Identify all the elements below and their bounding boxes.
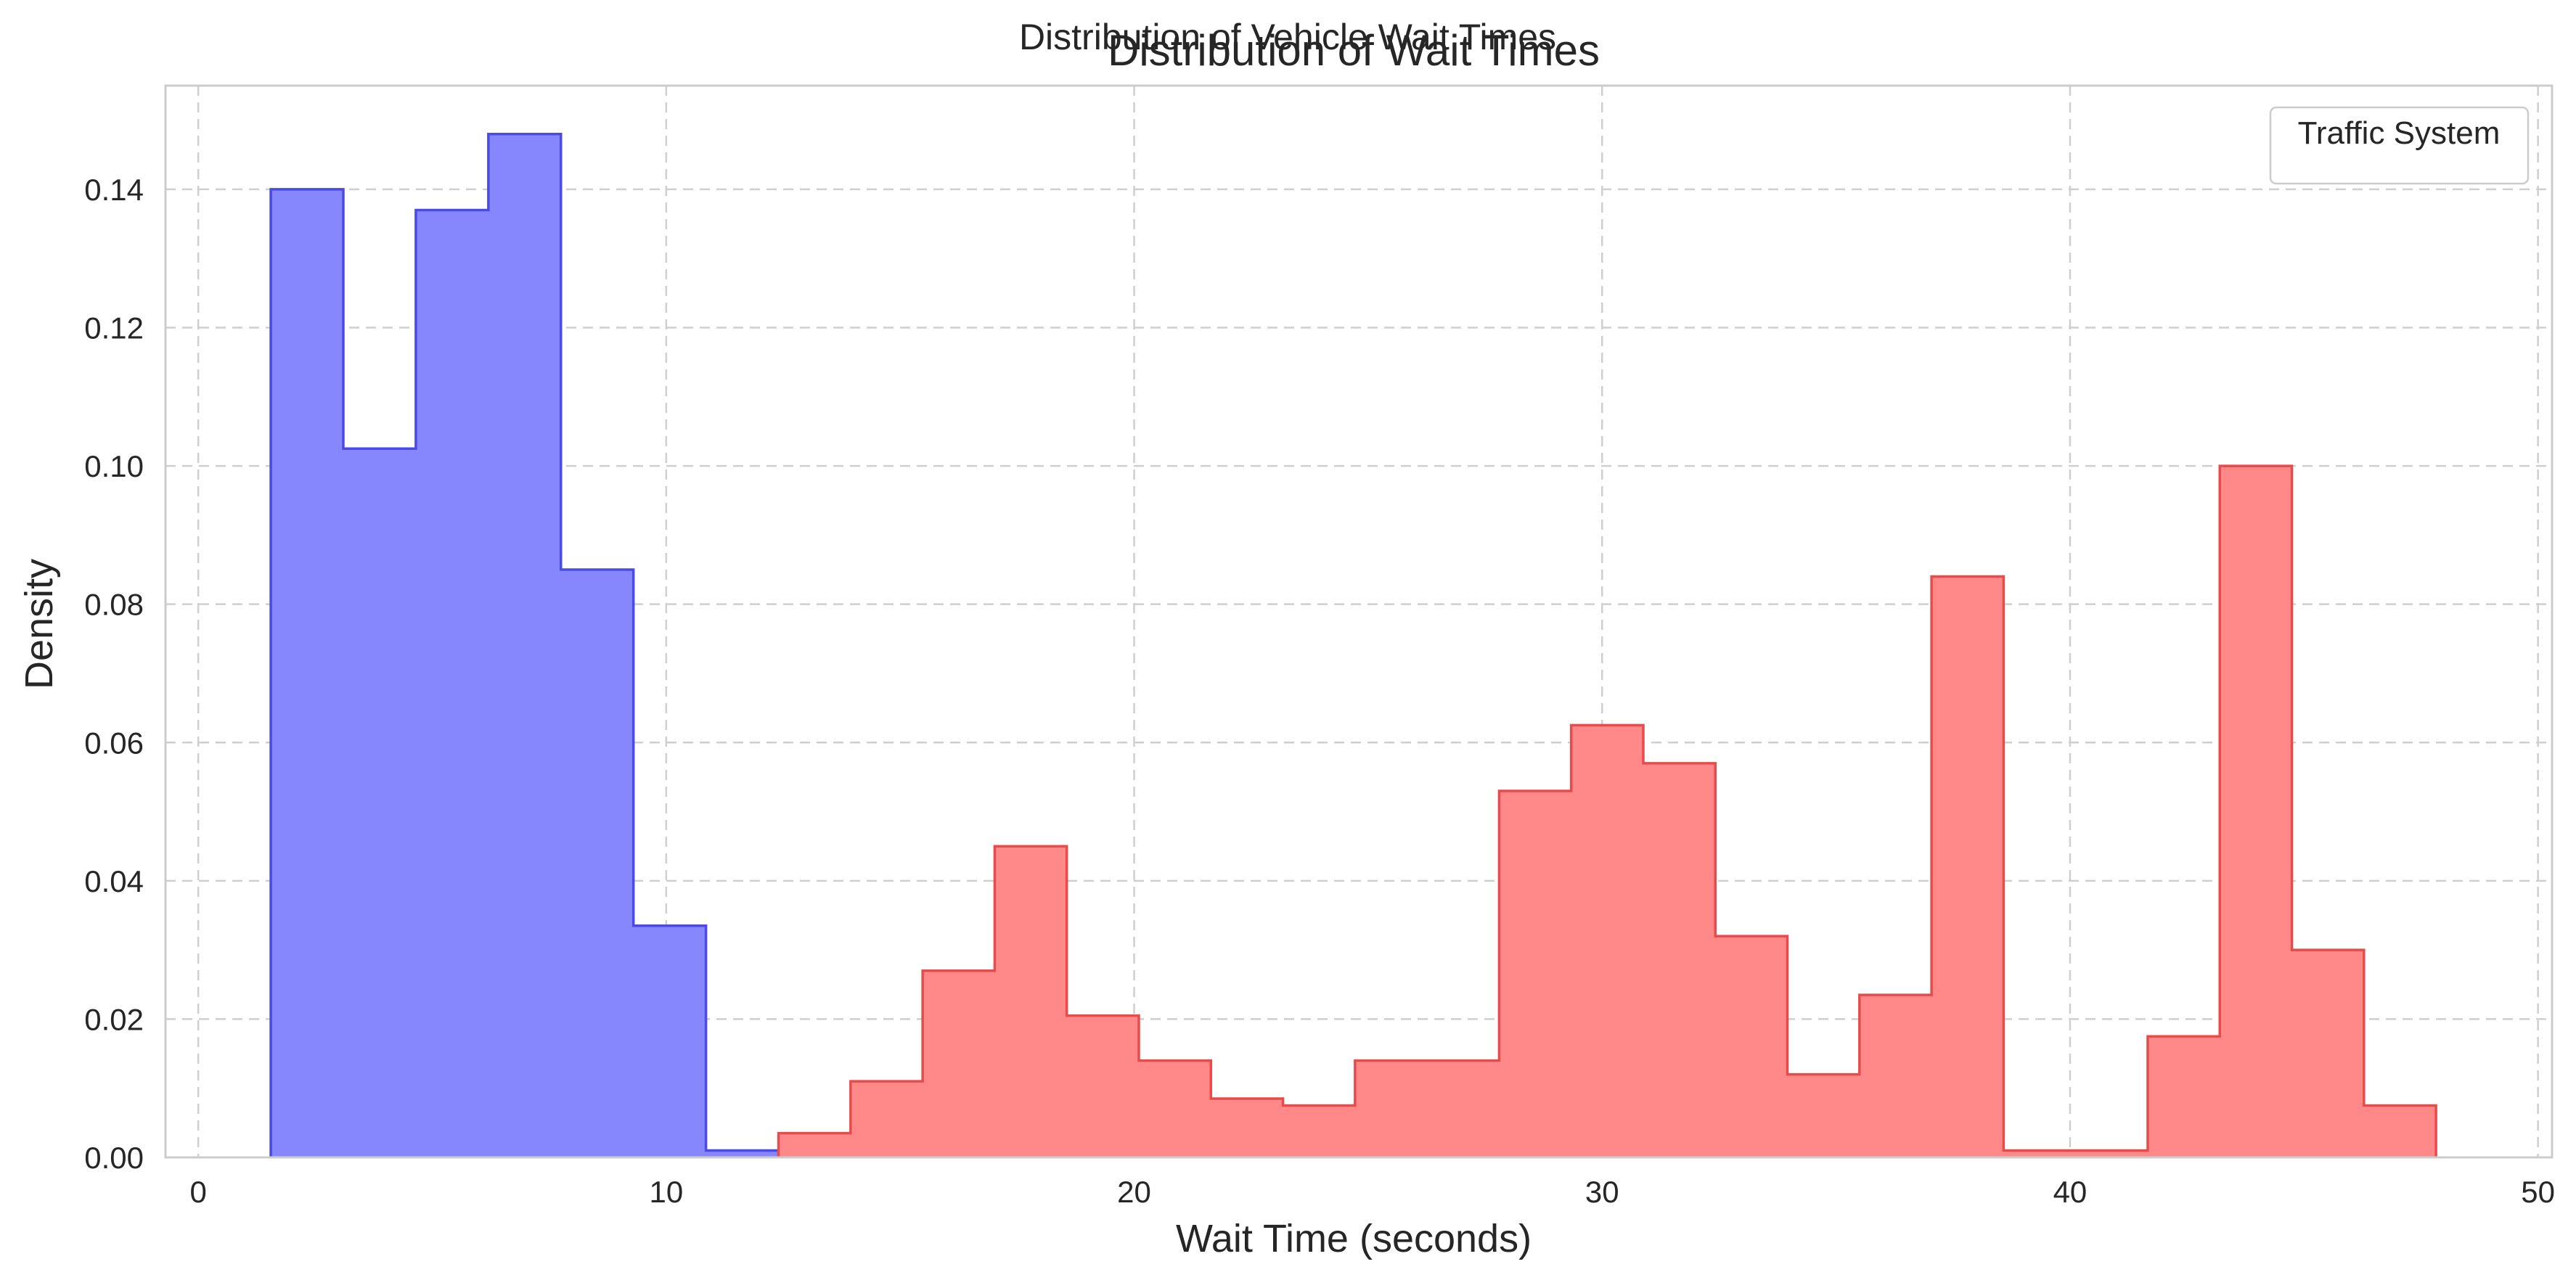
legend: Traffic System — [2269, 106, 2530, 185]
histogram-bar — [850, 1081, 923, 1157]
x-tick-label: 40 — [2053, 1175, 2088, 1209]
histogram-bar — [2363, 1105, 2437, 1157]
histogram-bar — [994, 846, 1068, 1157]
y-tick-label: 0.06 — [84, 726, 144, 760]
histogram-bar — [1571, 725, 1644, 1157]
histogram-bar — [706, 1150, 780, 1157]
histogram-bar — [343, 448, 417, 1157]
y-axis-label: Density — [17, 559, 61, 689]
histogram-bar — [778, 1133, 851, 1157]
x-tick-label: 20 — [1117, 1175, 1151, 1209]
histogram-bar — [1715, 936, 1788, 1157]
histogram-bar — [1211, 1099, 1284, 1157]
y-tick-label: 0.14 — [84, 173, 144, 207]
histogram-bar — [923, 970, 996, 1157]
histogram-step-outline — [269, 132, 780, 1157]
histogram-bar — [415, 210, 489, 1157]
histogram-bar — [1787, 1074, 1860, 1157]
histogram-bar — [560, 570, 634, 1157]
histogram-bar — [2003, 1150, 2077, 1157]
y-tick-label: 0.12 — [84, 311, 144, 345]
histogram-bar — [1931, 576, 2005, 1157]
x-tick-label: 30 — [1585, 1175, 1619, 1209]
y-tick-label: 0.08 — [84, 588, 144, 622]
legend-box — [2269, 106, 2530, 185]
chart-title: Distribution of Wait Times — [1108, 26, 1600, 75]
y-tick-label: 0.00 — [84, 1141, 144, 1175]
histogram-bar — [1354, 1060, 1428, 1157]
histogram-bar — [2147, 1036, 2220, 1157]
plot-frame — [164, 84, 2553, 1159]
histogram-bar — [2220, 466, 2293, 1157]
x-tick-label: 10 — [649, 1175, 683, 1209]
histogram-step-outline — [777, 464, 2437, 1157]
histogram-bar — [1643, 763, 1716, 1157]
histogram-bar — [633, 925, 707, 1157]
y-tick-label: 0.02 — [84, 1002, 144, 1036]
histogram-bar — [1499, 790, 1572, 1157]
histogram-series-1 — [269, 132, 780, 1157]
x-axis-label: Wait Time (seconds) — [1176, 1217, 1532, 1260]
histogram-bar — [2075, 1150, 2148, 1157]
histogram-bar — [2291, 950, 2365, 1157]
histogram-bar — [1859, 995, 1932, 1157]
legend-title: Traffic System — [2298, 115, 2501, 151]
histogram-series-2 — [777, 464, 2437, 1157]
histogram-bar — [1283, 1105, 1356, 1157]
x-tick-label: 50 — [2521, 1175, 2555, 1209]
histogram-bar — [271, 189, 344, 1157]
y-tick-label: 0.10 — [84, 449, 144, 483]
histogram-bar — [1427, 1060, 1500, 1157]
histogram-bar — [488, 134, 562, 1157]
y-tick-label: 0.04 — [84, 864, 144, 898]
histogram-bar — [1138, 1060, 1211, 1157]
tick-labels: 0 10 20 30 40 50 0.00 0.02 0.04 0.06 0.08 0.10 0.12 0… — [84, 173, 2555, 1209]
x-tick-label: 0 — [189, 1175, 206, 1209]
histogram-bar — [1066, 1015, 1140, 1157]
histogram-bars — [269, 132, 2437, 1157]
figure-suptitle: Distribution of Vehicle Wait Times — [1019, 17, 1556, 57]
